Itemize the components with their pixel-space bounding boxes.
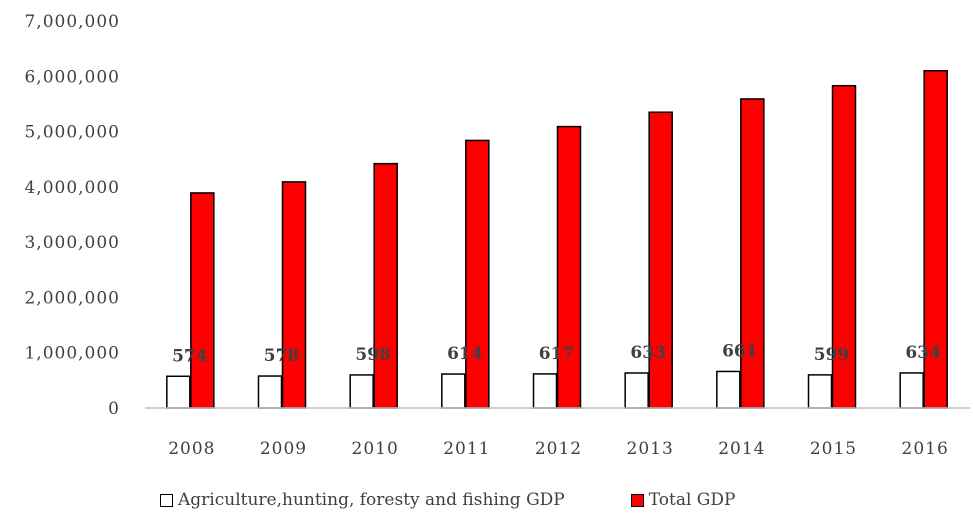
legend-swatch-total bbox=[630, 493, 644, 507]
data-label-agriculture: 617 bbox=[539, 344, 575, 364]
y-tick-label: 0 bbox=[108, 399, 120, 419]
bar-agriculture bbox=[532, 373, 558, 409]
legend: Agriculture,hunting, foresty and fishing… bbox=[160, 490, 735, 510]
y-tick-label: 4,000,000 bbox=[24, 178, 120, 198]
data-label-agriculture: 578 bbox=[264, 346, 300, 366]
legend-item-total: Total GDP bbox=[630, 490, 736, 510]
bar-agriculture bbox=[349, 374, 374, 409]
data-label-agriculture: 598 bbox=[355, 345, 391, 365]
bars bbox=[166, 70, 948, 409]
legend-item-agriculture: Agriculture,hunting, foresty and fishing… bbox=[160, 490, 565, 510]
x-tick-label: 2013 bbox=[627, 439, 674, 459]
bar-agriculture bbox=[166, 375, 191, 409]
x-tick-label: 2015 bbox=[810, 439, 857, 459]
gdp-bar-chart: 0 1,000,000 2,000,000 3,000,000 4,000,000 5,0… bbox=[24, 12, 970, 459]
x-tick-label: 2014 bbox=[718, 439, 765, 459]
data-label-agriculture: 661 bbox=[722, 341, 758, 361]
bar-agriculture bbox=[441, 373, 466, 409]
legend-swatch-agriculture bbox=[160, 493, 173, 507]
bar-total-gdp bbox=[648, 111, 673, 409]
data-label-agriculture: 574 bbox=[172, 346, 208, 366]
bar-agriculture bbox=[257, 375, 283, 409]
y-tick-label: 6,000,000 bbox=[24, 67, 120, 87]
data-label-agriculture: 614 bbox=[447, 344, 483, 364]
bar-agriculture bbox=[624, 372, 649, 409]
data-label-agriculture: 633 bbox=[630, 343, 666, 363]
data-label-agriculture: 599 bbox=[814, 345, 850, 365]
x-axis-labels: 2008 2009 2010 2011 2012 2013 2014 2015 2016 bbox=[168, 439, 949, 459]
y-tick-label: 1,000,000 bbox=[24, 344, 120, 364]
bar-total-gdp bbox=[465, 139, 490, 409]
y-axis-labels: 0 1,000,000 2,000,000 3,000,000 4,000,000 5,0… bbox=[24, 12, 120, 419]
y-tick-label: 2,000,000 bbox=[24, 288, 120, 308]
x-tick-label: 2012 bbox=[535, 439, 582, 459]
bar-total-gdp bbox=[556, 125, 582, 409]
bar-total-gdp bbox=[281, 181, 307, 409]
bar-total-gdp bbox=[190, 192, 215, 409]
x-tick-label: 2008 bbox=[168, 439, 215, 459]
bar-agriculture bbox=[716, 370, 741, 409]
legend-label-total: Total GDP bbox=[648, 490, 736, 510]
y-tick-label: 3,000,000 bbox=[24, 233, 120, 253]
y-tick-label: 5,000,000 bbox=[24, 123, 120, 143]
y-tick-label: 7,000,000 bbox=[24, 12, 120, 32]
legend-label-agriculture: Agriculture,hunting, foresty and fishing… bbox=[178, 490, 565, 510]
bar-agriculture bbox=[807, 374, 833, 409]
bar-agriculture bbox=[899, 372, 924, 409]
x-tick-label: 2016 bbox=[902, 439, 949, 459]
data-labels: 574 578 598 614 617 633 661 599 634 bbox=[172, 341, 941, 366]
x-tick-label: 2010 bbox=[352, 439, 399, 459]
bar-total-gdp bbox=[373, 162, 398, 409]
data-label-agriculture: 634 bbox=[905, 343, 941, 363]
x-tick-label: 2011 bbox=[443, 439, 490, 459]
x-tick-label: 2009 bbox=[260, 439, 307, 459]
bar-total-gdp bbox=[740, 98, 765, 409]
